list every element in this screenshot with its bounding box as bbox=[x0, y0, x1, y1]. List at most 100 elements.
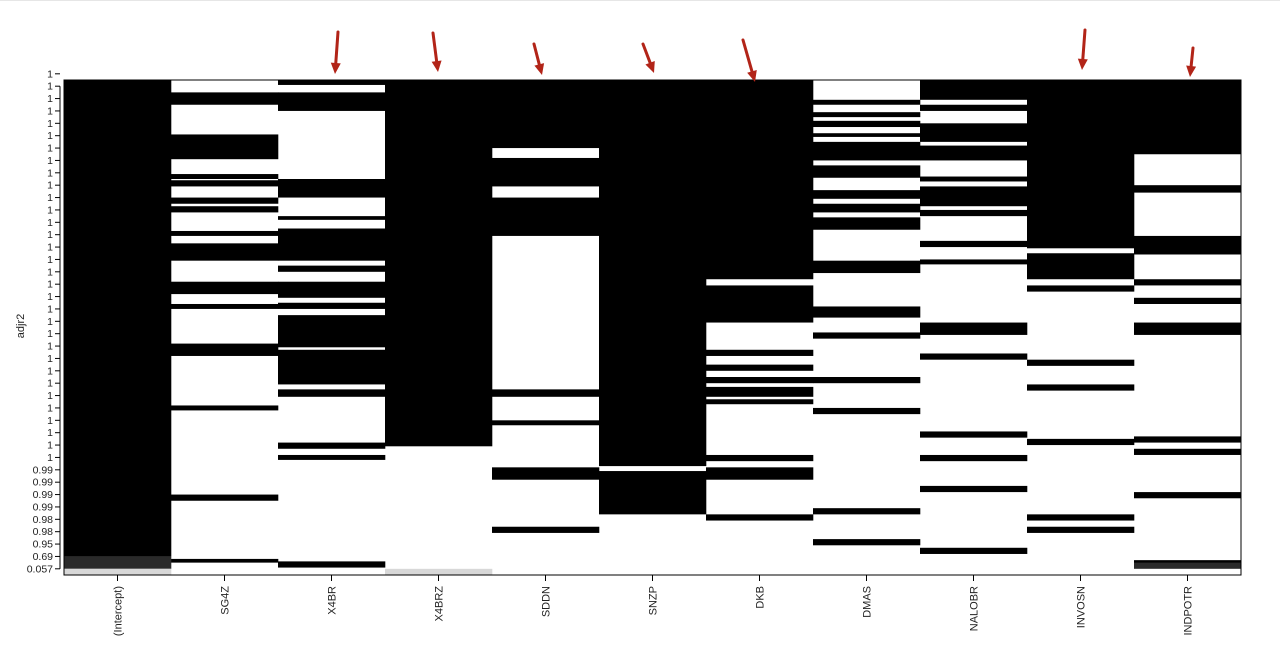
y-tick-label: 1 bbox=[47, 242, 53, 254]
arrow-snzp bbox=[641, 42, 652, 65]
y-tick-label: 1 bbox=[47, 353, 53, 365]
cell-nalobr bbox=[920, 454, 1028, 462]
cell-dkb bbox=[706, 80, 814, 280]
cell-invosn bbox=[1027, 285, 1135, 292]
cell-dmas bbox=[813, 306, 921, 318]
cell-sg4z bbox=[171, 281, 279, 295]
cell-dmas bbox=[813, 165, 921, 178]
cell-x4brz bbox=[385, 568, 493, 575]
y-tick-label: 1 bbox=[47, 155, 53, 167]
y-tick-label: 1 bbox=[47, 390, 53, 402]
cell-x4brz bbox=[385, 80, 493, 447]
cell-indpotr bbox=[1134, 185, 1242, 193]
arrow-head-x4brz bbox=[431, 60, 442, 72]
cell-nalobr bbox=[920, 547, 1028, 554]
cell-sg4z bbox=[171, 405, 279, 411]
cell-sg4z bbox=[171, 174, 279, 179]
cell-dmas bbox=[813, 377, 921, 384]
cell-sddn bbox=[492, 389, 600, 397]
cell-nalobr bbox=[920, 186, 1028, 207]
window-top-border bbox=[0, 0, 1280, 1]
cell-dkb bbox=[706, 467, 814, 480]
cell-sg4z bbox=[171, 494, 279, 501]
y-tick-label: 1 bbox=[47, 378, 53, 390]
cell-x4br bbox=[278, 349, 386, 385]
cell-indpotr bbox=[1134, 279, 1242, 286]
cell-x4br bbox=[278, 281, 386, 298]
cell-x4br bbox=[278, 315, 386, 348]
x-tick-label-snzp: SNZP bbox=[648, 586, 660, 615]
cell-nalobr bbox=[920, 431, 1028, 438]
y-tick-label: 1 bbox=[47, 291, 53, 303]
y-tick-label: 0.99 bbox=[33, 489, 54, 501]
cell-sddn bbox=[492, 80, 600, 149]
y-tick-label: 1 bbox=[47, 316, 53, 328]
cell-sg4z bbox=[171, 92, 279, 105]
y-tick-label: 0.99 bbox=[33, 477, 54, 489]
cell-nalobr bbox=[920, 104, 1028, 111]
cell-dmas bbox=[813, 99, 921, 105]
cell-x4br bbox=[278, 454, 386, 460]
cell-sg4z bbox=[171, 243, 279, 261]
x-tick-label-dmas: DMAS bbox=[862, 586, 874, 618]
cell-invosn bbox=[1027, 359, 1135, 366]
cell-invosn bbox=[1027, 514, 1135, 521]
cell-invosn bbox=[1027, 384, 1135, 391]
arrow-sddn bbox=[532, 42, 541, 66]
arrow-x4brz bbox=[431, 31, 439, 63]
cell-indpotr bbox=[1134, 448, 1242, 455]
arrow-invosn bbox=[1081, 28, 1087, 61]
cell-nalobr bbox=[920, 80, 1028, 100]
arrow-head-invosn bbox=[1077, 58, 1088, 70]
y-tick-label: 0.95 bbox=[33, 539, 54, 551]
cell-x4br bbox=[278, 216, 386, 220]
y-tick-label: 1 bbox=[47, 143, 53, 155]
cell-dkb bbox=[706, 285, 814, 323]
cell-dmas bbox=[813, 141, 921, 161]
arrow-dkb bbox=[741, 38, 754, 73]
cell-nalobr bbox=[920, 322, 1028, 335]
cell-intercept bbox=[64, 568, 172, 575]
cell-invosn bbox=[1027, 253, 1135, 280]
cell-nalobr bbox=[920, 123, 1028, 142]
x-tick-label-dkb: DKB bbox=[755, 586, 767, 609]
cell-invosn bbox=[1027, 526, 1135, 533]
arrow-head-x4br bbox=[330, 62, 341, 74]
cell-nalobr bbox=[920, 209, 1028, 217]
x-tick-label-indpotr: INDPOTR bbox=[1183, 586, 1195, 636]
cell-indpotr bbox=[1134, 297, 1242, 304]
arrow-x4br bbox=[334, 30, 340, 65]
cell-x4br bbox=[278, 265, 386, 272]
cell-dkb bbox=[706, 377, 814, 384]
y-tick-label: 1 bbox=[47, 68, 53, 80]
y-tick-label: 1 bbox=[47, 254, 53, 266]
y-tick-label: 1 bbox=[47, 440, 53, 452]
cell-intercept bbox=[64, 556, 172, 569]
cell-sddn bbox=[492, 526, 600, 533]
cell-dmas bbox=[813, 120, 921, 128]
y-tick-label: 1 bbox=[47, 180, 53, 192]
cell-sg4z bbox=[171, 230, 279, 236]
y-tick-label: 1 bbox=[47, 266, 53, 278]
cell-x4br bbox=[278, 228, 386, 261]
cell-sg4z bbox=[171, 197, 279, 204]
cell-sg4z bbox=[171, 558, 279, 563]
arrow-head-indpotr bbox=[1186, 65, 1197, 77]
cell-dmas bbox=[813, 332, 921, 339]
cell-x4br bbox=[278, 389, 386, 397]
cell-sg4z bbox=[171, 303, 279, 309]
cell-indpotr bbox=[1134, 492, 1242, 499]
y-axis-label-anchor bbox=[8, 300, 48, 360]
cell-dmas bbox=[813, 260, 921, 274]
y-tick-label: 1 bbox=[47, 192, 53, 204]
x-tick-label-nalobr: NALOBR bbox=[969, 586, 981, 631]
y-tick-label: 0.98 bbox=[33, 514, 54, 526]
x-tick-label-invosn: INVOSN bbox=[1076, 586, 1088, 628]
cell-x4br bbox=[278, 92, 386, 111]
y-tick-label: 1 bbox=[47, 303, 53, 315]
cell-dkb bbox=[706, 364, 814, 371]
cell-x4br bbox=[278, 302, 386, 309]
cell-indpotr bbox=[1134, 322, 1242, 335]
cell-dmas bbox=[813, 112, 921, 118]
y-tick-label: 0.98 bbox=[33, 526, 54, 538]
